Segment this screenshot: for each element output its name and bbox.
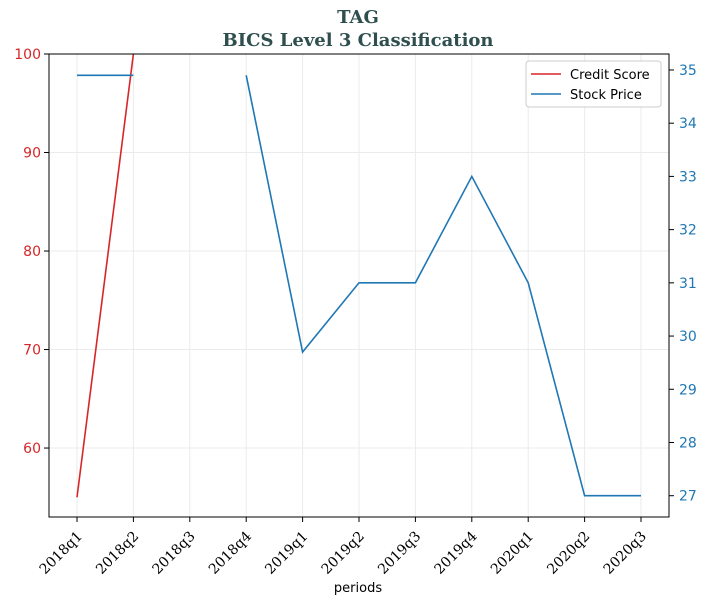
x-tick-label: 2018q2 [93, 529, 142, 578]
left-y-tick-label: 60 [23, 441, 41, 457]
x-tick-label: 2018q3 [149, 529, 198, 578]
right-y-tick-label: 29 [679, 382, 697, 398]
series-layer [76, 54, 641, 498]
right-y-tick-label: 31 [679, 276, 697, 292]
x-tick-label: 2018q4 [206, 528, 255, 577]
x-tick-label: 2019q1 [262, 529, 311, 578]
x-tick-label: 2019q3 [375, 529, 424, 578]
chart-subtitle: BICS Level 3 Classification [222, 30, 493, 51]
right-y-tick-label: 35 [679, 63, 697, 79]
legend: Credit Score Stock Price [525, 60, 662, 108]
x-tick-label: 2020q1 [488, 529, 537, 578]
left-y-tick-label: 80 [23, 244, 41, 260]
right-y-tick-label: 28 [679, 435, 697, 451]
left-y-axis: 60 70 80 90 100 [14, 47, 49, 457]
right-y-tick-label: 34 [679, 116, 697, 132]
right-y-tick-label: 32 [679, 223, 697, 239]
x-tick-label: 2019q4 [431, 528, 480, 577]
chart-title: TAG [337, 7, 379, 28]
x-tick-label: 2019q2 [319, 529, 368, 578]
x-axis: 2018q1 2018q2 2018q3 2018q4 2019q1 2019q2 2019… [37, 517, 650, 578]
legend-label-credit-score: Credit Score [570, 68, 650, 83]
right-y-axis: 27 28 29 30 31 32 33 34 35 [669, 63, 697, 505]
left-y-tick-label: 100 [14, 47, 41, 63]
stock-price-line [77, 74, 641, 497]
x-tick-label: 2020q2 [544, 529, 593, 578]
legend-box [525, 60, 662, 108]
x-tick-label: 2018q1 [37, 529, 86, 578]
credit-score-line [76, 54, 135, 498]
grid [49, 53, 669, 517]
right-y-tick-label: 30 [679, 329, 697, 345]
left-y-tick-label: 70 [23, 343, 41, 359]
right-y-tick-label: 33 [679, 169, 697, 185]
legend-label-stock-price: Stock Price [570, 88, 642, 103]
x-axis-label: periods [334, 581, 382, 596]
right-y-tick-label: 27 [679, 489, 697, 505]
x-tick-label: 2020q3 [601, 529, 650, 578]
left-y-tick-label: 90 [23, 146, 41, 162]
